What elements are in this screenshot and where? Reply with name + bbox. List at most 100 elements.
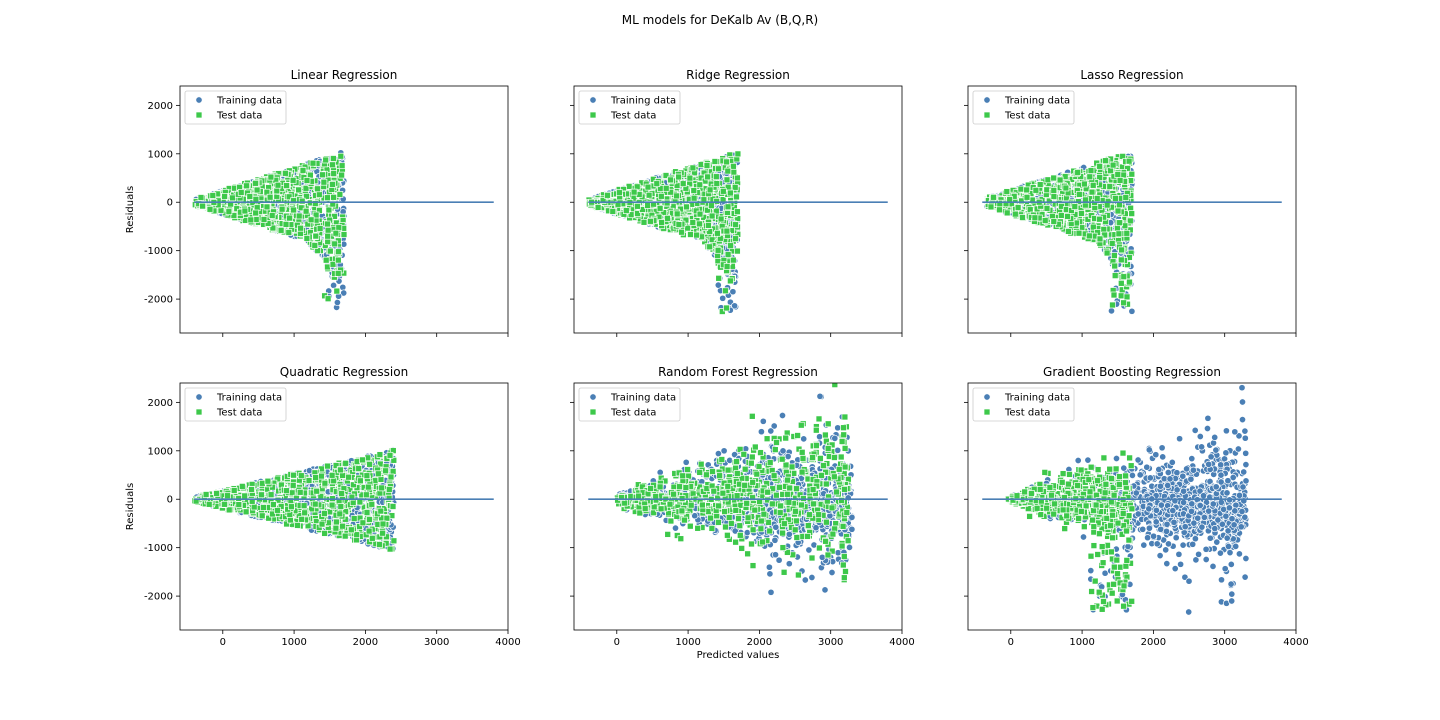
test-point [1062,184,1070,192]
legend-training-label: Training data [216,96,282,107]
test-point [730,162,737,170]
test-point [662,172,670,179]
test-point [295,212,303,220]
test-point [696,181,704,189]
test-point [724,251,732,258]
test-point [267,173,275,181]
test-point [714,246,722,254]
test-point [1094,229,1101,236]
test-point [734,150,742,158]
test-point [647,217,654,225]
test-point [289,176,297,184]
test-point [282,221,290,228]
test-point [1018,197,1025,205]
test-point [273,187,281,195]
test-point [1050,218,1058,225]
test-point [1109,301,1116,309]
test-point [634,210,641,217]
test-point [1122,194,1130,201]
test-point [658,219,665,226]
test-point [206,205,214,213]
legend-box [972,90,1075,125]
test-point [734,247,741,255]
test-point [314,185,321,193]
test-point [1087,167,1095,174]
test-point [1050,187,1058,194]
test-point [711,158,719,165]
test-point [263,203,271,211]
test-point [686,174,694,182]
test-point [1041,217,1049,224]
legend-test-marker [589,111,597,119]
subplot-1: Linear Regression-2000-1000010002000Resi… [125,68,509,337]
test-point [1075,229,1083,237]
test-point [1017,185,1025,193]
test-point [277,226,285,234]
test-point [329,200,337,208]
y-tick-label: -2000 [144,295,173,306]
test-point [1093,195,1101,202]
test-point [266,193,274,201]
test-point [1074,169,1082,176]
test-point [673,192,680,200]
test-point [667,188,675,196]
test-point [1102,157,1109,165]
test-point [683,203,690,211]
test-point [319,171,326,179]
test-point [723,158,730,166]
test-point [1123,293,1131,301]
test-point [311,242,319,249]
test-point [640,218,648,226]
test-point [1023,193,1031,201]
test-point [285,193,293,201]
legend-training-label: Training data [610,96,676,107]
test-point [225,208,233,216]
test-point [1056,176,1064,184]
test-point [703,162,711,169]
legend-training-marker [983,96,991,104]
test-point [286,214,293,222]
test-point [1075,191,1083,198]
test-point [708,202,715,210]
test-point [1050,193,1058,200]
test-point [285,229,293,236]
test-point [303,235,311,242]
test-point [329,181,336,188]
test-point [1043,205,1051,212]
test-point [630,188,638,196]
training-point [729,288,737,296]
test-point [1120,273,1128,281]
test-point [625,183,633,190]
test-point [675,173,682,181]
test-point [1088,188,1096,196]
test-point [299,167,307,174]
legend-test-marker [983,111,991,119]
axes-frame [967,85,1297,334]
test-point [1112,195,1119,202]
test-point [712,173,720,181]
test-point [278,205,286,213]
test-point [324,232,332,240]
test-point [1068,207,1075,214]
test-point [733,193,740,201]
test-point [660,209,668,216]
test-point [307,216,315,224]
test-point [1115,230,1123,238]
test-point [690,187,698,194]
test-point [332,229,340,237]
legend-box [578,90,681,125]
test-point [298,197,306,205]
subplot-title: Ridge Regression [686,68,790,82]
test-point [734,208,741,216]
test-point [312,232,320,240]
test-point [673,210,681,218]
test-point [336,191,344,198]
test-point [599,197,607,204]
test-point [237,189,245,196]
training-point [1128,307,1136,315]
legend-training-marker [589,96,597,104]
test-point [1050,174,1058,182]
test-point [696,210,704,218]
test-point [297,204,305,212]
